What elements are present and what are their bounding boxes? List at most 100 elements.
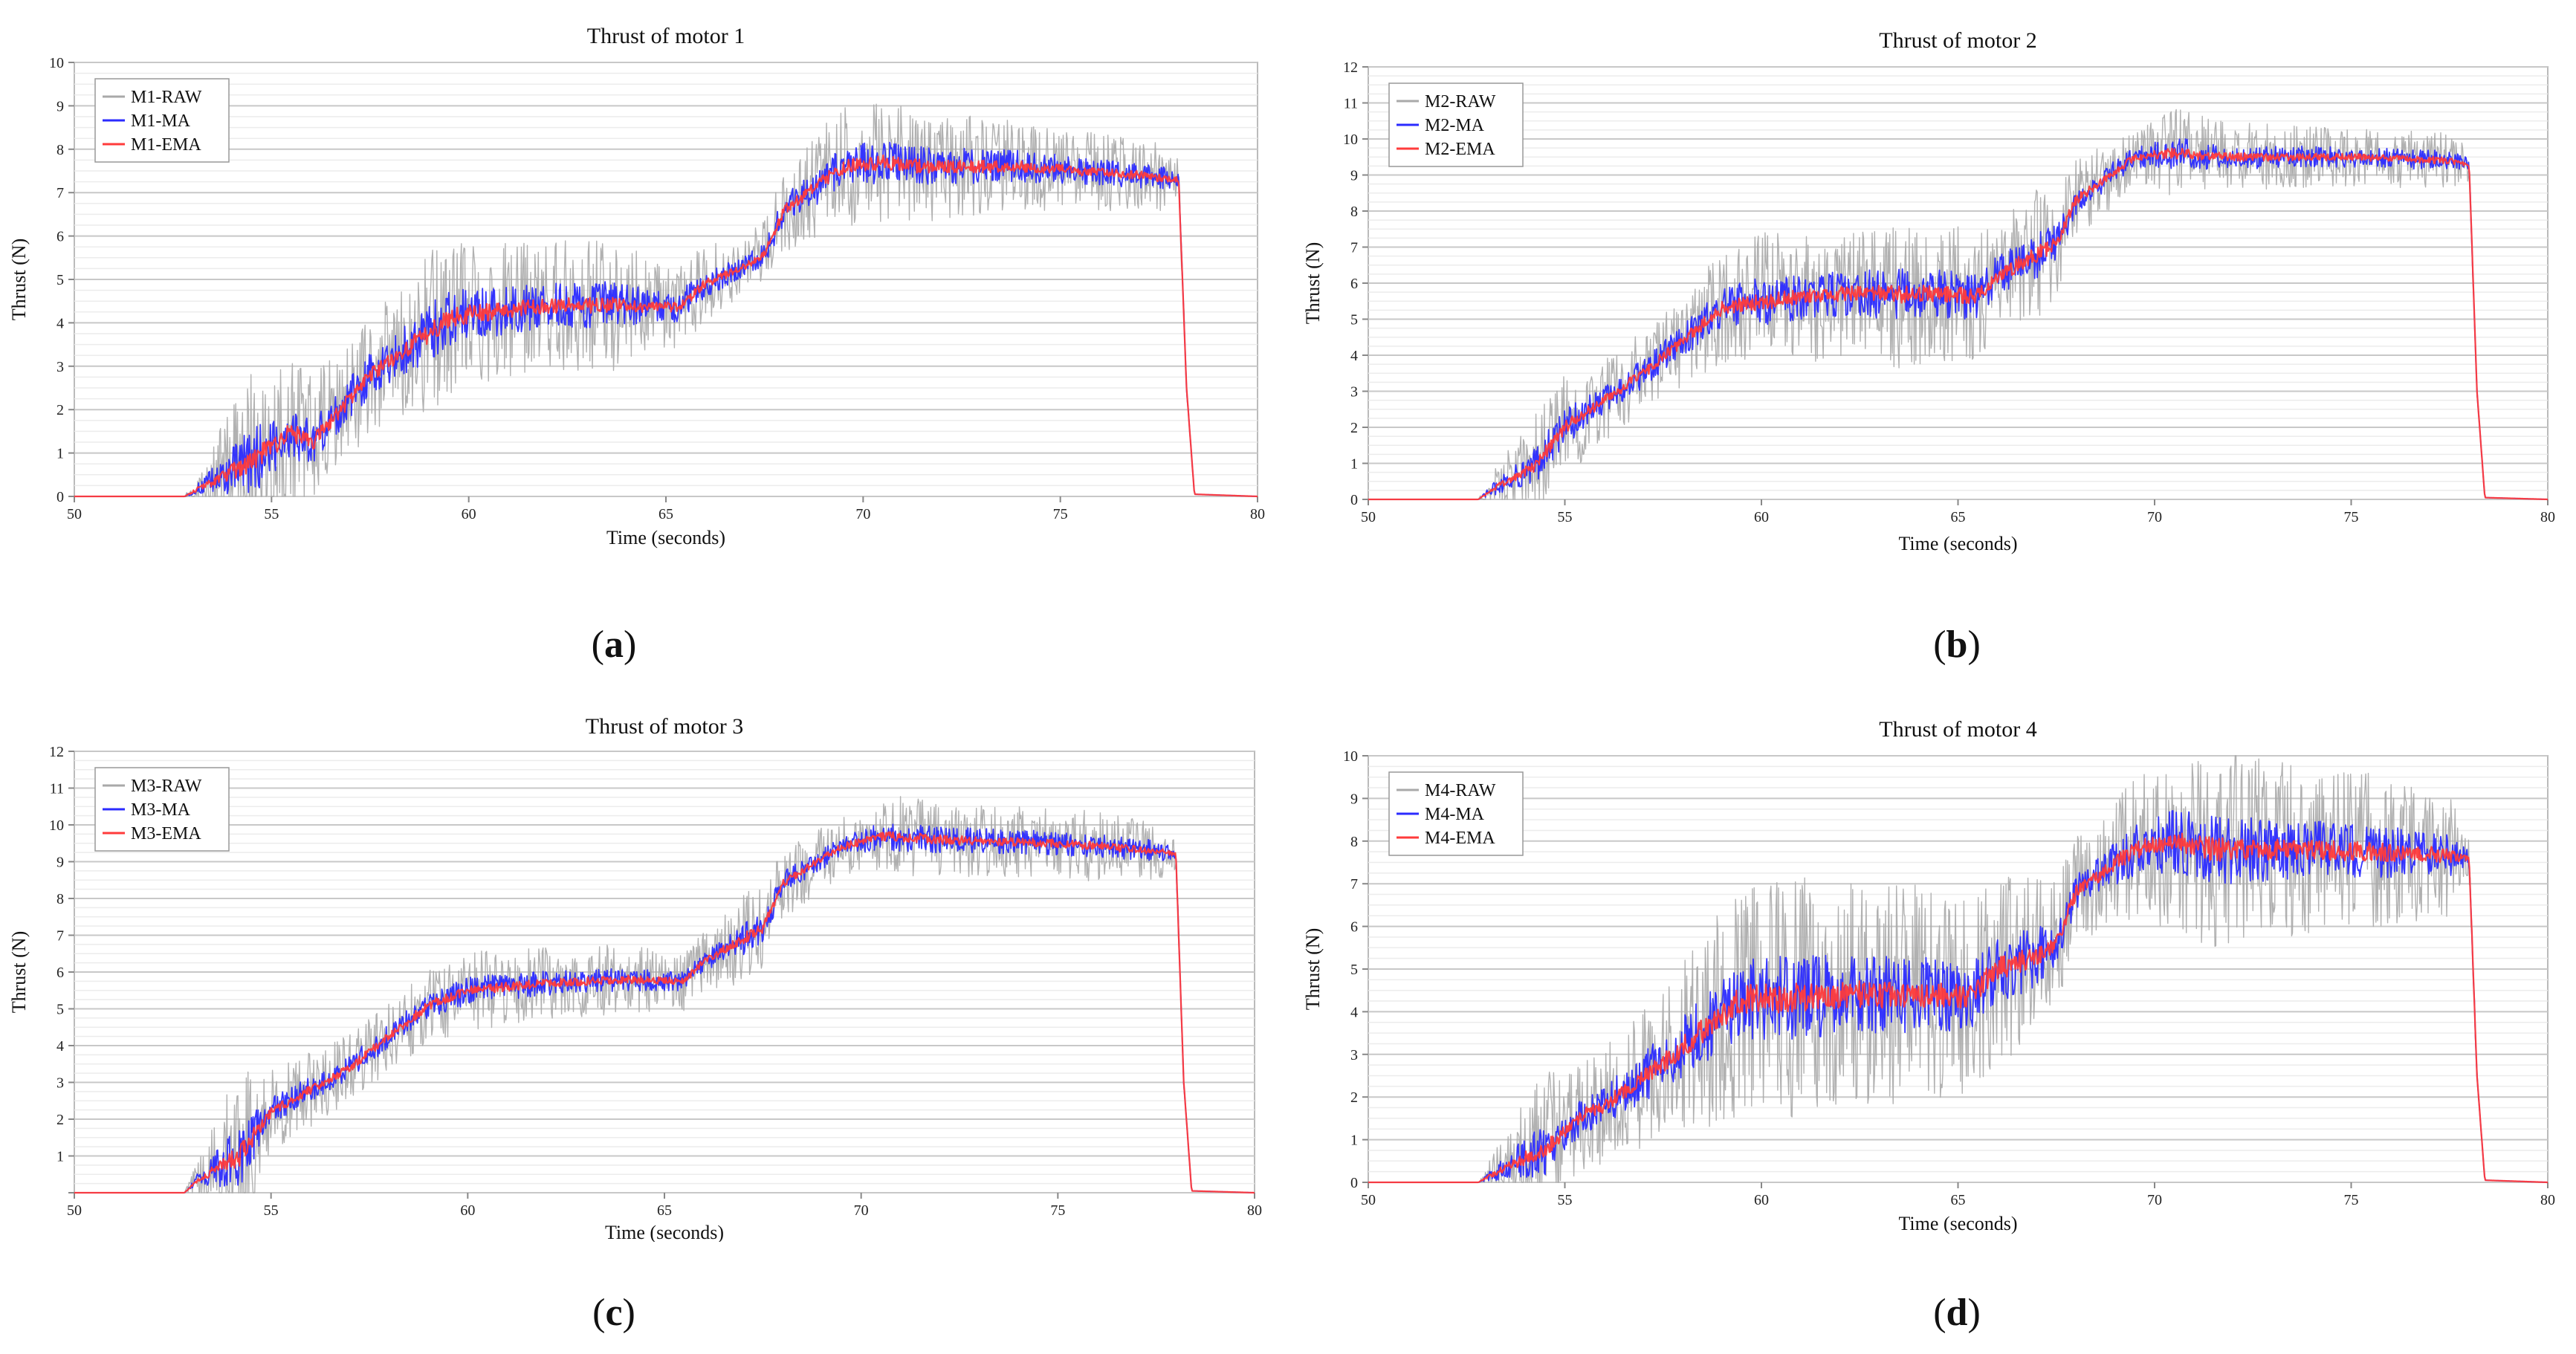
thrust-chart-motor-1: 0 1 2 3 4 5 6 7 8 9 10 50 55 60 65 70 75 80 Thrust of moto… bbox=[8, 24, 1265, 548]
y-tick-label: 7 bbox=[1350, 876, 1358, 893]
series-line-m4-raw bbox=[1368, 755, 2548, 1183]
y-axis-label: Thrust (N) bbox=[8, 931, 30, 1013]
y-tick-label: 2 bbox=[1350, 1089, 1358, 1106]
chart-title: Thrust of motor 1 bbox=[587, 24, 745, 48]
chart-panel-b: 0 1 2 3 4 5 6 7 8 9 10 11 12 50 55 60 65 70 75 80 Thrust of … bbox=[1288, 0, 2576, 677]
x-tick-label: 75 bbox=[2344, 509, 2359, 525]
y-tick-label: 4 bbox=[56, 1038, 64, 1055]
y-tick-label: 4 bbox=[1350, 1004, 1358, 1020]
y-tick-label: 10 bbox=[1343, 748, 1358, 765]
y-tick-label: 3 bbox=[1350, 384, 1358, 401]
y-tick-label: 7 bbox=[1350, 240, 1358, 256]
chart-panel-c: 1 2 3 4 5 6 7 8 9 10 11 12 50 55 60 65 70 75 80 Thrust of m… bbox=[0, 677, 1288, 1354]
y-tick-label: 9 bbox=[1350, 168, 1358, 184]
y-tick-label: 8 bbox=[56, 891, 64, 907]
y-tick-label: 0 bbox=[1350, 1175, 1358, 1191]
chart-title: Thrust of motor 4 bbox=[1879, 717, 2036, 742]
x-tick-label: 60 bbox=[462, 506, 476, 522]
y-tick-label: 1 bbox=[1350, 456, 1358, 473]
thrust-chart-motor-4: 0 1 2 3 4 5 6 7 8 9 10 50 55 60 65 70 75 80 Thrust of moto… bbox=[1302, 717, 2555, 1234]
series-line-m1-ema bbox=[74, 154, 1258, 498]
series-line-m4-ema bbox=[1368, 832, 2549, 1184]
legend-label: M2-EMA bbox=[1425, 140, 1495, 159]
legend-label: M4-RAW bbox=[1425, 781, 1496, 800]
x-tick-label: 80 bbox=[2540, 509, 2555, 525]
x-tick-label: 75 bbox=[2344, 1192, 2359, 1208]
y-tick-label: 5 bbox=[56, 1002, 64, 1018]
y-tick-label: 2 bbox=[56, 1112, 64, 1128]
y-tick-label: 0 bbox=[1350, 492, 1358, 508]
chart-panel-d: 0 1 2 3 4 5 6 7 8 9 10 50 55 60 65 70 75 80 Thrust of moto… bbox=[1288, 677, 2576, 1354]
panel-caption-c: (c) bbox=[592, 1292, 635, 1334]
y-tick-label: 7 bbox=[56, 185, 64, 201]
x-tick-label: 60 bbox=[1754, 509, 1769, 525]
x-tick-label: 65 bbox=[657, 1202, 672, 1219]
x-tick-label: 60 bbox=[1754, 1192, 1769, 1208]
y-tick-label: 4 bbox=[56, 315, 64, 331]
chart-title: Thrust of motor 2 bbox=[1879, 28, 2036, 53]
legend-label: M1-MA bbox=[131, 111, 191, 131]
y-tick-label: 9 bbox=[56, 98, 64, 114]
x-tick-label: 70 bbox=[854, 1202, 869, 1219]
y-tick-label: 1 bbox=[56, 1149, 64, 1165]
x-tick-label: 50 bbox=[67, 1202, 82, 1219]
y-tick-label: 10 bbox=[1343, 132, 1358, 148]
x-axis-label: Time (seconds) bbox=[605, 1222, 724, 1242]
x-tick-label: 70 bbox=[2147, 509, 2162, 525]
y-axis-label: Thrust (N) bbox=[8, 239, 30, 320]
x-tick-label: 70 bbox=[2147, 1192, 2162, 1208]
y-tick-label: 10 bbox=[49, 817, 64, 834]
y-tick-label: 0 bbox=[56, 489, 64, 505]
y-tick-label: 8 bbox=[56, 142, 64, 158]
x-tick-label: 75 bbox=[1050, 1202, 1065, 1219]
y-axis-label: Thrust (N) bbox=[1302, 242, 1324, 324]
y-tick-label: 9 bbox=[56, 855, 64, 871]
x-axis-label: Time (seconds) bbox=[1898, 1213, 2017, 1234]
x-tick-label: 55 bbox=[264, 506, 279, 522]
y-tick-label: 11 bbox=[50, 781, 64, 797]
x-tick-label: 65 bbox=[658, 506, 673, 522]
legend-label: M3-MA bbox=[131, 800, 191, 820]
x-tick-label: 55 bbox=[1558, 1192, 1573, 1208]
y-tick-label: 6 bbox=[56, 229, 64, 245]
y-tick-label: 1 bbox=[1350, 1133, 1358, 1149]
y-tick-label: 6 bbox=[1350, 276, 1358, 292]
y-tick-label: 3 bbox=[56, 359, 64, 375]
chart-panel-a: 0 1 2 3 4 5 6 7 8 9 10 50 55 60 65 70 75 80 Thrust of moto… bbox=[0, 0, 1288, 677]
panel-caption-d: (d) bbox=[1933, 1292, 1981, 1334]
series-line-m2-ema bbox=[1368, 147, 2549, 501]
x-tick-label: 65 bbox=[1951, 1192, 1966, 1208]
x-tick-label: 65 bbox=[1951, 509, 1966, 525]
y-tick-label: 5 bbox=[56, 272, 64, 288]
x-tick-label: 60 bbox=[460, 1202, 475, 1219]
y-tick-label: 7 bbox=[56, 928, 64, 945]
y-tick-label: 12 bbox=[49, 744, 64, 760]
legend-label: M2-MA bbox=[1425, 116, 1485, 135]
x-tick-label: 80 bbox=[1247, 1202, 1262, 1219]
x-tick-label: 80 bbox=[2540, 1192, 2555, 1208]
series-line-m4-ma bbox=[1368, 810, 2548, 1183]
legend-label: M1-EMA bbox=[131, 135, 201, 155]
chart-title: Thrust of motor 3 bbox=[586, 714, 743, 739]
panel-caption-b: (b) bbox=[1933, 623, 1981, 666]
series-line-m3-ema bbox=[74, 831, 1255, 1194]
x-tick-label: 75 bbox=[1053, 506, 1068, 522]
y-tick-label: 4 bbox=[1350, 348, 1358, 364]
legend-label: M3-EMA bbox=[131, 824, 201, 843]
x-tick-label: 55 bbox=[264, 1202, 279, 1219]
y-tick-label: 8 bbox=[1350, 834, 1358, 850]
y-tick-label: 12 bbox=[1343, 59, 1358, 76]
legend-label: M4-MA bbox=[1425, 805, 1485, 824]
y-tick-label: 2 bbox=[56, 402, 64, 418]
y-tick-label: 6 bbox=[56, 965, 64, 981]
y-tick-label: 2 bbox=[1350, 420, 1358, 436]
x-tick-label: 50 bbox=[67, 506, 82, 522]
y-tick-label: 10 bbox=[49, 55, 64, 71]
legend-label: M2-RAW bbox=[1425, 92, 1496, 111]
y-tick-label: 6 bbox=[1350, 919, 1358, 936]
x-tick-label: 50 bbox=[1361, 1192, 1376, 1208]
x-tick-label: 50 bbox=[1361, 509, 1376, 525]
y-tick-label: 3 bbox=[1350, 1047, 1358, 1063]
